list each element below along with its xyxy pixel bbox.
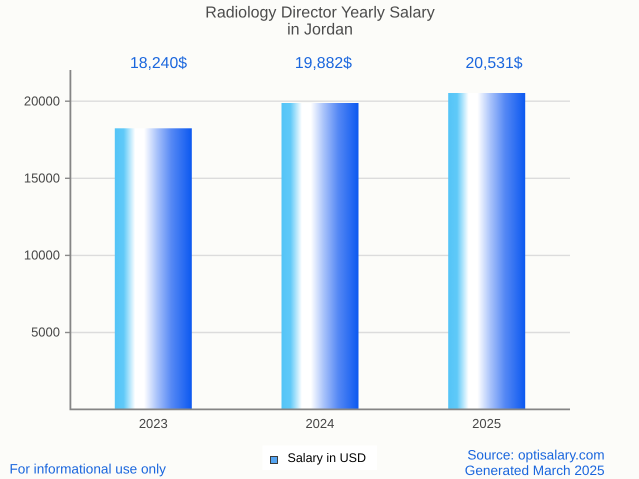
svg-text:Generated March 2025: Generated March 2025 <box>465 463 605 478</box>
svg-text:18,240$: 18,240$ <box>130 55 187 72</box>
svg-text:in Jordan: in Jordan <box>287 22 353 39</box>
svg-text:10000: 10000 <box>24 248 60 263</box>
svg-text:Radiology Director Yearly Sala: Radiology Director Yearly Salary <box>205 5 434 22</box>
svg-text:15000: 15000 <box>24 171 60 186</box>
svg-text:5000: 5000 <box>31 325 60 340</box>
svg-text:For informational use only: For informational use only <box>10 461 167 476</box>
svg-text:20,531$: 20,531$ <box>465 55 522 72</box>
svg-text:2025: 2025 <box>472 416 501 431</box>
svg-text:2023: 2023 <box>139 416 168 431</box>
svg-text:20000: 20000 <box>24 93 60 108</box>
svg-text:Salary in USD: Salary in USD <box>288 451 367 465</box>
svg-text:2024: 2024 <box>305 416 334 431</box>
svg-text:19,882$: 19,882$ <box>295 55 352 72</box>
svg-text:Source: optisalary.com: Source: optisalary.com <box>467 447 604 462</box>
